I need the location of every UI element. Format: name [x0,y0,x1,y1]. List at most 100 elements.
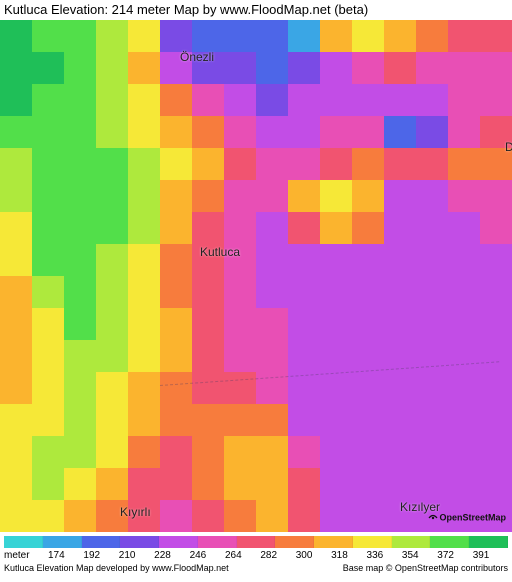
elevation-cell [32,212,64,244]
elevation-cell [448,276,480,308]
legend-value: 264 [225,550,260,561]
elevation-cell [288,500,320,532]
elevation-cell [128,372,160,404]
elevation-cell [416,84,448,116]
legend-value: 282 [260,550,295,561]
elevation-cell [320,340,352,372]
elevation-cell [320,212,352,244]
elevation-cell [192,372,224,404]
elevation-cell [224,116,256,148]
elevation-cell [416,276,448,308]
elevation-cell [256,244,288,276]
elevation-cell [128,276,160,308]
legend-swatch [82,536,121,548]
elevation-cell [384,116,416,148]
elevation-cell [64,340,96,372]
elevation-cell [480,308,512,340]
elevation-cell [320,84,352,116]
elevation-cell [288,116,320,148]
elevation-cell [352,116,384,148]
elevation-cell [160,404,192,436]
elevation-cell [128,84,160,116]
legend-value: 300 [296,550,331,561]
elevation-cell [128,500,160,532]
legend-value: 228 [154,550,189,561]
elevation-cell [32,340,64,372]
elevation-cell [448,308,480,340]
elevation-cell [288,468,320,500]
elevation-cell [32,276,64,308]
elevation-cell [256,20,288,52]
legend-swatch [275,536,314,548]
elevation-cell [480,52,512,84]
elevation-cell [320,52,352,84]
legend-swatch [353,536,392,548]
elevation-cell [448,372,480,404]
elevation-cell [416,404,448,436]
elevation-cell [96,84,128,116]
elevation-cell [96,340,128,372]
elevation-cell [288,436,320,468]
elevation-cell [320,404,352,436]
elevation-cell [160,436,192,468]
elevation-cell [32,84,64,116]
elevation-cell [64,148,96,180]
elevation-cell [224,212,256,244]
elevation-cell [128,404,160,436]
elevation-cell [0,52,32,84]
elevation-cell [32,404,64,436]
elevation-cell [0,244,32,276]
elevation-cell [384,52,416,84]
elevation-cell [384,244,416,276]
elevation-cell [480,372,512,404]
elevation-cell [384,436,416,468]
elevation-cell [352,52,384,84]
elevation-cell [256,372,288,404]
elevation-cell [448,244,480,276]
elevation-cell [384,84,416,116]
elevation-cell [96,52,128,84]
legend-color-scale [4,536,508,550]
elevation-cell [192,148,224,180]
elevation-cell [448,340,480,372]
elevation-cell [192,404,224,436]
legend-value: 192 [83,550,118,561]
legend-swatch [4,536,43,548]
elevation-cell [0,212,32,244]
elevation-cell [448,180,480,212]
elevation-cell [0,116,32,148]
elevation-cell [416,148,448,180]
elevation-map[interactable]: ÖnezliKutlucaKıyırlıKızılyerD OpenStreet… [0,20,512,532]
elevation-cell [256,404,288,436]
elevation-cell [128,148,160,180]
footer: meter17419221022824626428230031833635437… [0,532,512,582]
elevation-cell [448,404,480,436]
elevation-cell [128,116,160,148]
elevation-cell [128,52,160,84]
elevation-cell [192,340,224,372]
elevation-cell [64,244,96,276]
elevation-cell [448,436,480,468]
elevation-cell [384,500,416,532]
elevation-cell [96,276,128,308]
elevation-cell [224,404,256,436]
elevation-cell [480,148,512,180]
elevation-cell [96,20,128,52]
elevation-cell [256,436,288,468]
elevation-cell [384,276,416,308]
elevation-cell [64,404,96,436]
elevation-cell [256,84,288,116]
elevation-cell [448,500,480,532]
elevation-cell [192,436,224,468]
legend-value: 174 [48,550,83,561]
elevation-cell [480,276,512,308]
elevation-cell [192,116,224,148]
elevation-cell [256,468,288,500]
elevation-cell [0,308,32,340]
elevation-cell [160,468,192,500]
elevation-cell [320,500,352,532]
elevation-cell [448,468,480,500]
elevation-cell [480,500,512,532]
elevation-cell [416,180,448,212]
elevation-cell [480,436,512,468]
